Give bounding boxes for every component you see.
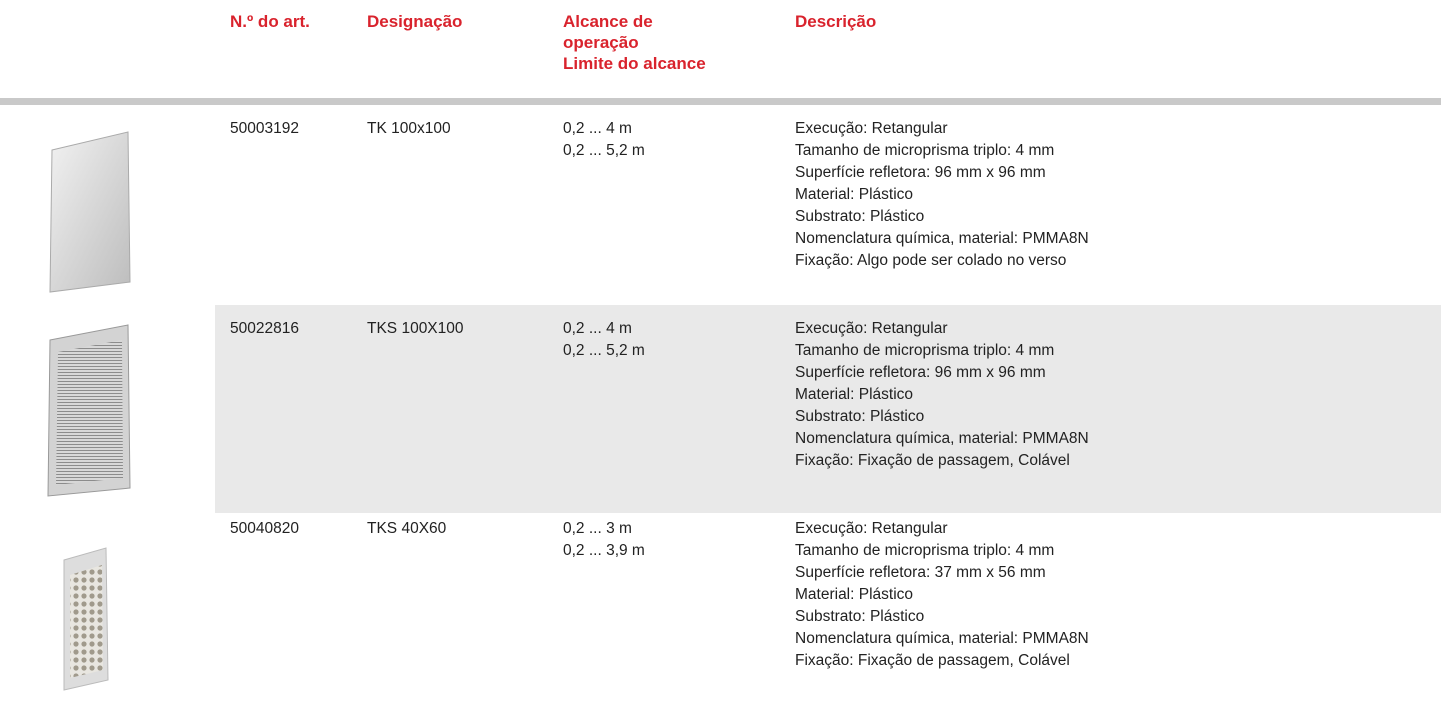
description-line: Fixação: Fixação de passagem, Colável xyxy=(795,652,1070,669)
article-number: 50003192 xyxy=(230,120,299,137)
description-line: Material: Plástico xyxy=(795,386,914,403)
range: 0,2 ... 4 m xyxy=(563,320,632,337)
designation: TK 100x100 xyxy=(367,120,451,137)
description-line: Fixação: Algo pode ser colado no verso xyxy=(795,252,1067,269)
description-line: Tamanho de microprisma triplo: 4 mm xyxy=(795,542,1055,559)
range: 0,2 ... 5,2 m xyxy=(563,142,645,159)
description-line: Material: Plástico xyxy=(795,586,914,603)
description-line: Tamanho de microprisma triplo: 4 mm xyxy=(795,342,1055,359)
product-images xyxy=(47,131,131,691)
description-line: Tamanho de microprisma triplo: 4 mm xyxy=(795,142,1055,159)
column-header: Alcance de xyxy=(563,12,653,31)
column-header: N.º do art. xyxy=(230,12,310,31)
description-line: Substrato: Plástico xyxy=(795,208,925,225)
description-line: Superfície refletora: 96 mm x 96 mm xyxy=(795,364,1046,381)
header-rule xyxy=(0,98,1441,105)
description-line: Material: Plástico xyxy=(795,186,914,203)
range: 0,2 ... 3,9 m xyxy=(563,542,645,559)
column-header: Designação xyxy=(367,12,463,31)
article-number: 50040820 xyxy=(230,520,299,537)
description-line: Execução: Retangular xyxy=(795,520,948,537)
description-line: Fixação: Fixação de passagem, Colável xyxy=(795,452,1070,469)
range: 0,2 ... 5,2 m xyxy=(563,342,645,359)
range: 0,2 ... 4 m xyxy=(563,120,632,137)
description-line: Execução: Retangular xyxy=(795,320,948,337)
description-line: Nomenclatura química, material: PMMA8N xyxy=(795,430,1089,447)
description-line: Execução: Retangular xyxy=(795,120,948,137)
designation: TKS 40X60 xyxy=(367,520,447,537)
column-header: operação xyxy=(563,33,639,52)
description-line: Substrato: Plástico xyxy=(795,608,925,625)
description-line: Nomenclatura química, material: PMMA8N xyxy=(795,230,1089,247)
description-line: Superfície refletora: 37 mm x 56 mm xyxy=(795,564,1046,581)
description-line: Substrato: Plástico xyxy=(795,408,925,425)
article-number: 50022816 xyxy=(230,320,299,337)
description-line: Nomenclatura química, material: PMMA8N xyxy=(795,630,1089,647)
description-line: Superfície refletora: 96 mm x 96 mm xyxy=(795,164,1046,181)
column-header: Descrição xyxy=(795,12,877,31)
row-background xyxy=(215,305,1441,513)
range: 0,2 ... 3 m xyxy=(563,520,632,537)
product-image xyxy=(49,131,131,293)
column-header: Limite do alcance xyxy=(563,54,706,73)
designation: TKS 100X100 xyxy=(367,320,464,337)
